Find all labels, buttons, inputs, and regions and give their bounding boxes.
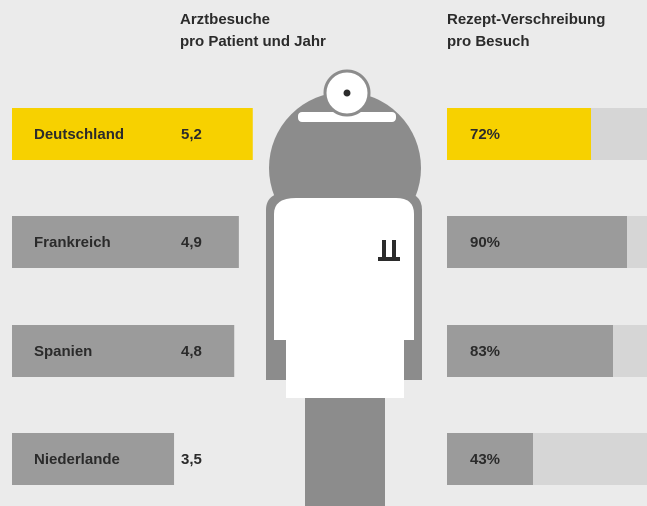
category-label: Spanien <box>34 343 92 360</box>
bar <box>12 108 253 160</box>
value-label: 43% <box>470 451 500 468</box>
bar <box>447 433 533 485</box>
bar <box>447 216 627 268</box>
bar <box>12 433 175 485</box>
value-label: 5,2 <box>181 126 202 143</box>
bar <box>447 325 613 377</box>
doctor-figure <box>266 69 422 506</box>
category-label: Deutschland <box>34 126 124 143</box>
value-label: 83% <box>470 343 500 360</box>
value-label: 90% <box>470 234 500 251</box>
value-label: 72% <box>470 126 500 143</box>
bar <box>12 325 235 377</box>
category-label: Niederlande <box>34 451 120 468</box>
coat <box>274 198 414 398</box>
value-label: 4,8 <box>181 343 202 360</box>
head-band <box>298 112 396 122</box>
column-header: Arztbesuche <box>180 11 270 28</box>
coat-pocket-icon <box>378 240 400 261</box>
column-header: Rezept-Verschreibung <box>447 11 605 28</box>
category-label: Frankreich <box>34 234 111 251</box>
legs <box>305 380 385 506</box>
column-header: pro Patient und Jahr <box>180 33 326 50</box>
mirror-dot <box>343 89 351 97</box>
column-header: pro Besuch <box>447 33 530 50</box>
bar <box>447 108 591 160</box>
bar <box>12 216 239 268</box>
value-label: 3,5 <box>181 451 202 468</box>
value-label: 4,9 <box>181 234 202 251</box>
